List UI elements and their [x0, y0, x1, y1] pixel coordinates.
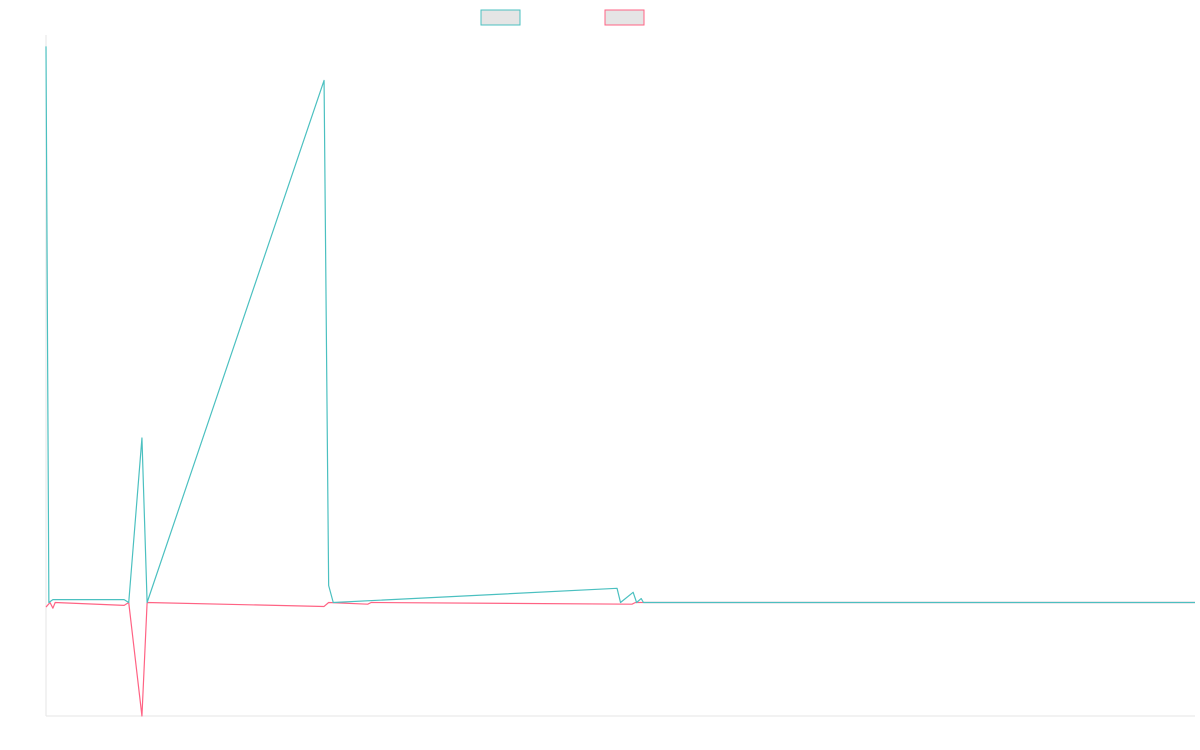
legend-swatch-1[interactable] — [480, 9, 521, 26]
series-line-1 — [45, 46, 1195, 604]
legend — [480, 9, 645, 26]
series-line-2 — [45, 601, 1195, 717]
legend-swatch-2[interactable] — [604, 9, 645, 26]
axes — [45, 35, 1195, 717]
series-layer — [45, 46, 1195, 717]
